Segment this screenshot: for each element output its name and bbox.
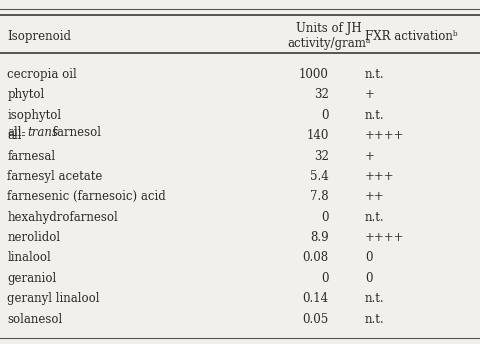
Text: solanesol: solanesol (7, 313, 62, 325)
Text: nerolidol: nerolidol (7, 231, 60, 244)
Text: n.t.: n.t. (365, 68, 384, 81)
Text: +: + (365, 150, 375, 162)
Text: phytol: phytol (7, 88, 45, 101)
Text: 32: 32 (314, 150, 329, 162)
Text: Isoprenoid: Isoprenoid (7, 30, 71, 43)
Text: cecropia oil: cecropia oil (7, 68, 77, 81)
Text: 0: 0 (321, 211, 329, 224)
Text: hexahydrofarnesol: hexahydrofarnesol (7, 211, 118, 224)
Text: 0: 0 (365, 272, 372, 285)
Text: n.t.: n.t. (365, 211, 384, 224)
Text: farnesenic (farnesoic) acid: farnesenic (farnesoic) acid (7, 190, 166, 203)
Text: farnesol: farnesol (49, 126, 101, 139)
Text: 0: 0 (365, 251, 372, 265)
Text: farnesyl acetate: farnesyl acetate (7, 170, 103, 183)
Text: 5.4: 5.4 (310, 170, 329, 183)
Text: geranyl linalool: geranyl linalool (7, 292, 100, 305)
Text: 0: 0 (321, 272, 329, 285)
Text: ++: ++ (365, 190, 384, 203)
Text: all-​trans farnesol: all-​trans farnesol (7, 129, 108, 142)
Text: trans: trans (28, 126, 59, 139)
Text: FXR activationᵇ: FXR activationᵇ (365, 30, 457, 43)
Text: +: + (365, 88, 375, 101)
Text: Units of JH
activity/gramᵃ: Units of JH activity/gramᵃ (287, 22, 371, 50)
Text: 8.9: 8.9 (310, 231, 329, 244)
Text: all-: all- (7, 126, 26, 139)
Text: +++: +++ (365, 170, 395, 183)
Text: 0.14: 0.14 (303, 292, 329, 305)
Text: 140: 140 (306, 129, 329, 142)
Text: 7.8: 7.8 (310, 190, 329, 203)
Text: ++++: ++++ (365, 129, 404, 142)
Text: geraniol: geraniol (7, 272, 57, 285)
Text: 1000: 1000 (299, 68, 329, 81)
Text: 0.05: 0.05 (302, 313, 329, 325)
Text: 0: 0 (321, 109, 329, 122)
Text: n.t.: n.t. (365, 109, 384, 122)
Text: ++++: ++++ (365, 231, 404, 244)
Text: 32: 32 (314, 88, 329, 101)
Text: farnesal: farnesal (7, 150, 55, 162)
Text: n.t.: n.t. (365, 292, 384, 305)
Text: linalool: linalool (7, 251, 51, 265)
Text: n.t.: n.t. (365, 313, 384, 325)
Text: all-: all- (7, 129, 26, 142)
Text: 0.08: 0.08 (303, 251, 329, 265)
Text: isophytol: isophytol (7, 109, 61, 122)
